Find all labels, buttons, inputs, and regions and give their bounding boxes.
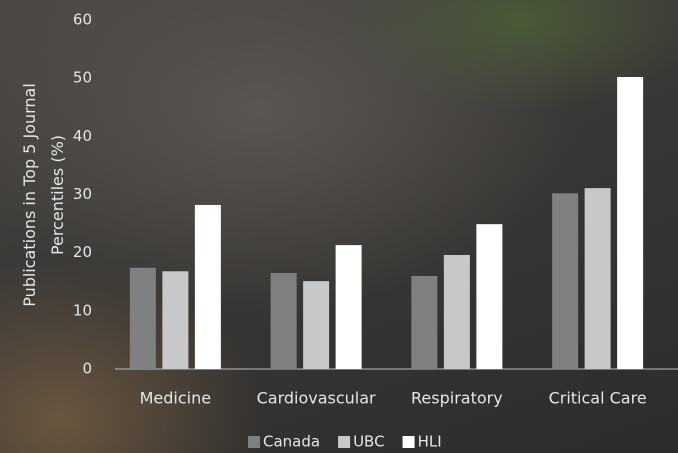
bar	[130, 268, 156, 369]
legend-label: HLI	[418, 433, 442, 451]
y-tick-label: 10	[73, 301, 92, 319]
bar	[585, 188, 611, 369]
legend-label: UBC	[353, 433, 384, 451]
bar	[162, 271, 188, 369]
legend-swatch	[338, 436, 350, 448]
bar	[617, 77, 643, 369]
y-tick-label: 40	[73, 127, 92, 145]
y-tick-label: 20	[73, 243, 92, 261]
y-tick-label: 0	[82, 360, 92, 378]
x-tick-label: Medicine	[140, 389, 211, 408]
legend-label: Canada	[263, 433, 320, 451]
bar	[271, 273, 297, 369]
bar	[411, 276, 437, 369]
legend-swatch	[403, 436, 415, 448]
bar	[303, 281, 329, 369]
x-tick-label: Cardiovascular	[257, 389, 376, 408]
y-tick-label: 50	[73, 69, 92, 87]
chart: 0 10 20 30 40 50 60 Medicine Cardiovascular Respi…	[0, 0, 678, 453]
bar	[476, 224, 502, 369]
x-tick-label: Critical Care	[549, 389, 647, 408]
y-tick-label: 30	[73, 185, 92, 203]
bar	[552, 193, 578, 369]
chart-area: Publications in Top 5 Journal Percentile…	[0, 0, 678, 453]
bar	[195, 205, 221, 369]
legend-swatch	[248, 436, 260, 448]
y-tick-label: 60	[73, 11, 92, 29]
bar	[336, 245, 362, 369]
bar	[444, 255, 470, 369]
x-tick-label: Respiratory	[411, 389, 503, 408]
